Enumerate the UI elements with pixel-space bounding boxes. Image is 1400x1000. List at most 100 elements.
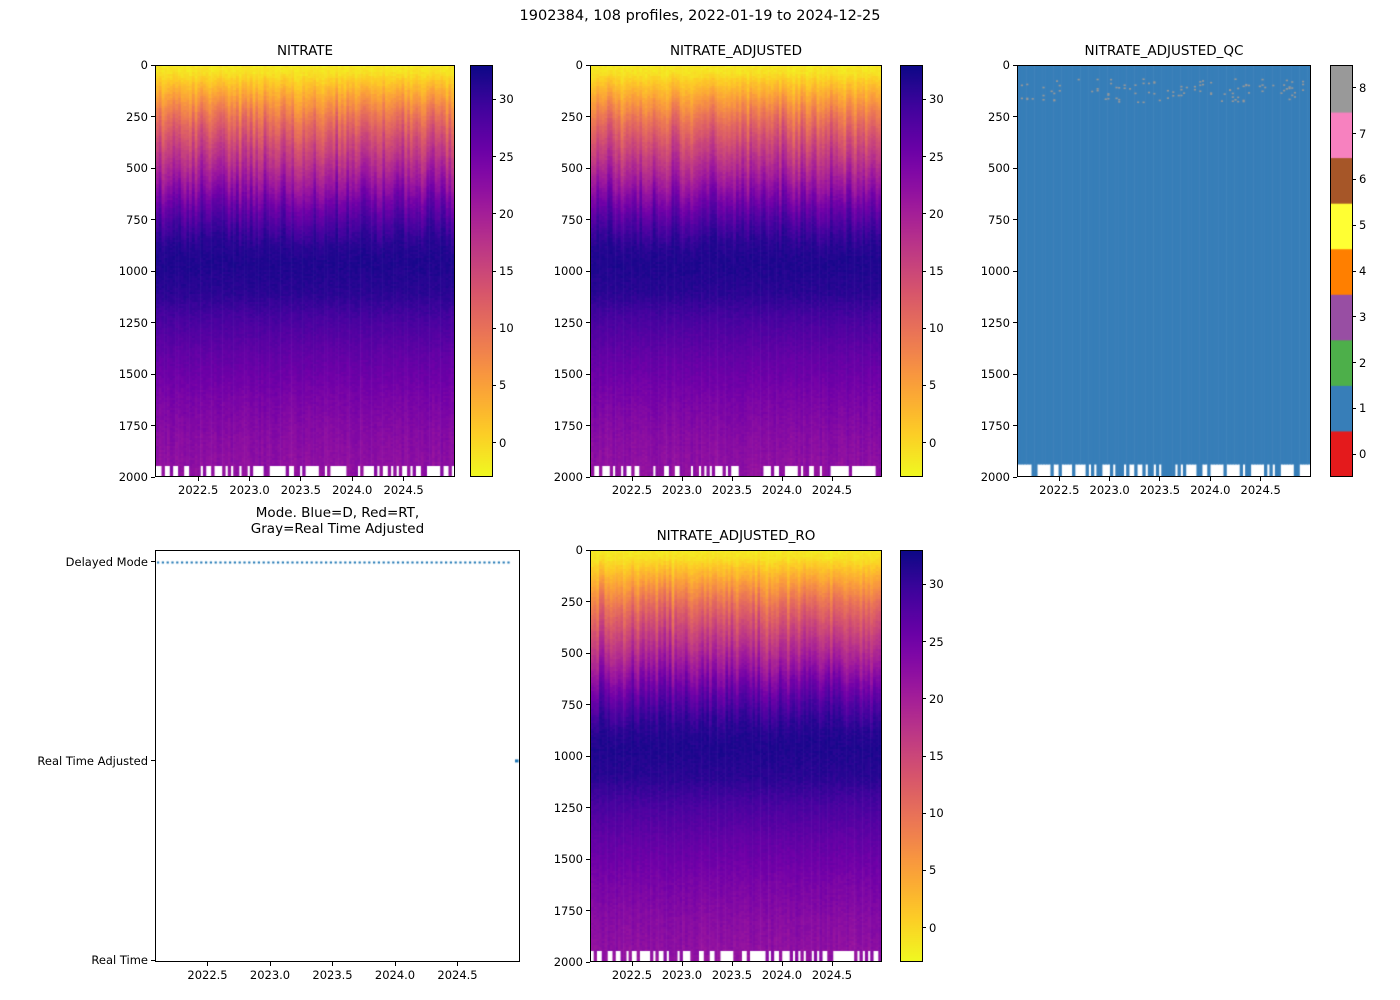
- tick-mark: [269, 962, 271, 966]
- x-tick-label: 2024.5: [1240, 483, 1281, 497]
- tick-mark: [1013, 219, 1017, 220]
- colorbar-tick-label: 2: [1359, 355, 1367, 370]
- y-tick-label: 1500: [980, 367, 1010, 381]
- x-tick-label: 2022.5: [1039, 483, 1080, 497]
- y-tick-label: 250: [561, 594, 583, 609]
- tick-mark: [681, 962, 683, 966]
- tick-mark: [197, 477, 199, 481]
- y-tick-label: 1750: [980, 418, 1010, 433]
- y-tick-label: 250: [561, 109, 583, 124]
- y-tick-label: 500: [126, 161, 148, 175]
- tick-mark: [1013, 64, 1017, 66]
- tick-mark: [403, 477, 405, 481]
- tick-mark: [586, 755, 590, 757]
- colorbar-tick-label: 5: [929, 378, 937, 393]
- nitrate-adjusted-colorbar: [900, 65, 923, 477]
- tick-mark: [151, 116, 155, 117]
- tick-mark: [923, 327, 926, 329]
- colorbar-tick-label: 5: [929, 863, 937, 878]
- x-tick-label: 2024.5: [383, 483, 424, 497]
- mode-title-line2: Gray=Real Time Adjusted: [250, 521, 425, 537]
- tick-mark: [151, 760, 155, 762]
- colorbar-tick-label: 0: [499, 435, 507, 450]
- colorbar-tick-label: 25: [929, 634, 944, 649]
- colorbar-tick-label: 0: [929, 920, 937, 935]
- tick-mark: [586, 116, 590, 117]
- qc-colorbar-blocks: [1331, 66, 1352, 476]
- mode-y-tick-label: Real Time: [91, 953, 148, 968]
- y-tick-label: 0: [140, 58, 148, 72]
- tick-mark: [586, 167, 590, 169]
- tick-mark: [493, 327, 496, 329]
- tick-mark: [151, 270, 155, 272]
- tick-mark: [586, 807, 590, 808]
- tick-mark: [1013, 476, 1017, 478]
- x-tick-label: 2023.0: [249, 968, 291, 982]
- tick-mark: [831, 477, 833, 481]
- colorbar-tick-label: 20: [929, 691, 944, 706]
- tick-mark: [586, 373, 590, 375]
- nitrate-adjusted-heatmap-axes: [590, 65, 882, 477]
- figure-title: 1902384, 108 profiles, 2022-01-19 to 202…: [519, 8, 881, 24]
- tick-mark: [586, 425, 590, 426]
- mode-title-line1: Mode. Blue=D, Red=RT,: [255, 505, 420, 521]
- y-tick-label: 1000: [553, 264, 583, 278]
- tick-mark: [1353, 224, 1356, 226]
- qc-colorbar: [1330, 65, 1353, 477]
- axes-title-nitrate-adjusted-qc: NITRATE_ADJUSTED_QC: [1084, 43, 1244, 59]
- tick-mark: [249, 477, 251, 481]
- mode-y-tick-label: Real Time Adjusted: [37, 753, 148, 768]
- tick-mark: [631, 962, 633, 966]
- tick-mark: [1353, 316, 1356, 318]
- y-tick-label: 2000: [118, 470, 148, 484]
- axes-title-mode: Mode. Blue=D, Red=RT, Gray=Real Time Adj…: [155, 505, 520, 537]
- y-tick-label: 1250: [553, 800, 583, 815]
- colorbar-tick-label: 20: [929, 206, 944, 221]
- y-tick-label: 500: [988, 161, 1010, 175]
- tick-mark: [1209, 477, 1211, 481]
- y-tick-label: 2000: [553, 955, 583, 969]
- tick-mark: [151, 959, 155, 961]
- x-tick-label: 2024.0: [1190, 483, 1231, 497]
- x-tick-label: 2023.0: [661, 968, 703, 982]
- x-tick-label: 2024.5: [811, 483, 853, 497]
- colorbar-tick-label: 8: [1359, 80, 1367, 95]
- mode-y-tick-label: Delayed Mode: [65, 554, 148, 569]
- mode-plot-axes: [155, 550, 520, 962]
- x-tick-label: 2024.5: [811, 968, 853, 982]
- tick-mark: [1353, 270, 1356, 272]
- tick-mark: [151, 219, 155, 220]
- tick-mark: [1353, 362, 1356, 364]
- tick-mark: [351, 477, 353, 481]
- tick-mark: [923, 698, 926, 700]
- tick-mark: [586, 601, 590, 602]
- colorbar-tick-label: 20: [499, 206, 514, 221]
- x-tick-label: 2024.0: [374, 968, 416, 982]
- tick-mark: [731, 962, 733, 966]
- tick-mark: [1013, 116, 1017, 117]
- y-tick-label: 500: [561, 646, 583, 660]
- tick-mark: [923, 98, 926, 100]
- colorbar-tick-label: 10: [499, 321, 514, 336]
- tick-mark: [493, 213, 496, 215]
- tick-mark: [586, 704, 590, 705]
- nitrate-adjusted-ro-colorbar: [900, 550, 923, 962]
- tick-mark: [1353, 178, 1356, 180]
- tick-mark: [493, 384, 496, 386]
- y-tick-label: 0: [575, 58, 583, 72]
- y-tick-label: 1250: [118, 315, 148, 330]
- ro-colorbar-gradient: [901, 551, 922, 961]
- y-tick-label: 1250: [980, 315, 1010, 330]
- colorbar-tick-label: 5: [1359, 218, 1367, 233]
- tick-mark: [151, 64, 155, 66]
- y-tick-label: 1250: [553, 315, 583, 330]
- y-tick-label: 750: [561, 697, 583, 712]
- x-tick-label: 2022.5: [178, 483, 219, 497]
- tick-mark: [1013, 322, 1017, 323]
- nitrate-adjusted-ro-heatmap: [591, 551, 881, 961]
- nitrate-adjusted-qc-heatmap-axes: [1017, 65, 1311, 477]
- y-tick-label: 750: [561, 212, 583, 227]
- nitrate-adjusted-qc-heatmap: [1018, 66, 1310, 476]
- colorbar-tick-label: 25: [499, 149, 514, 164]
